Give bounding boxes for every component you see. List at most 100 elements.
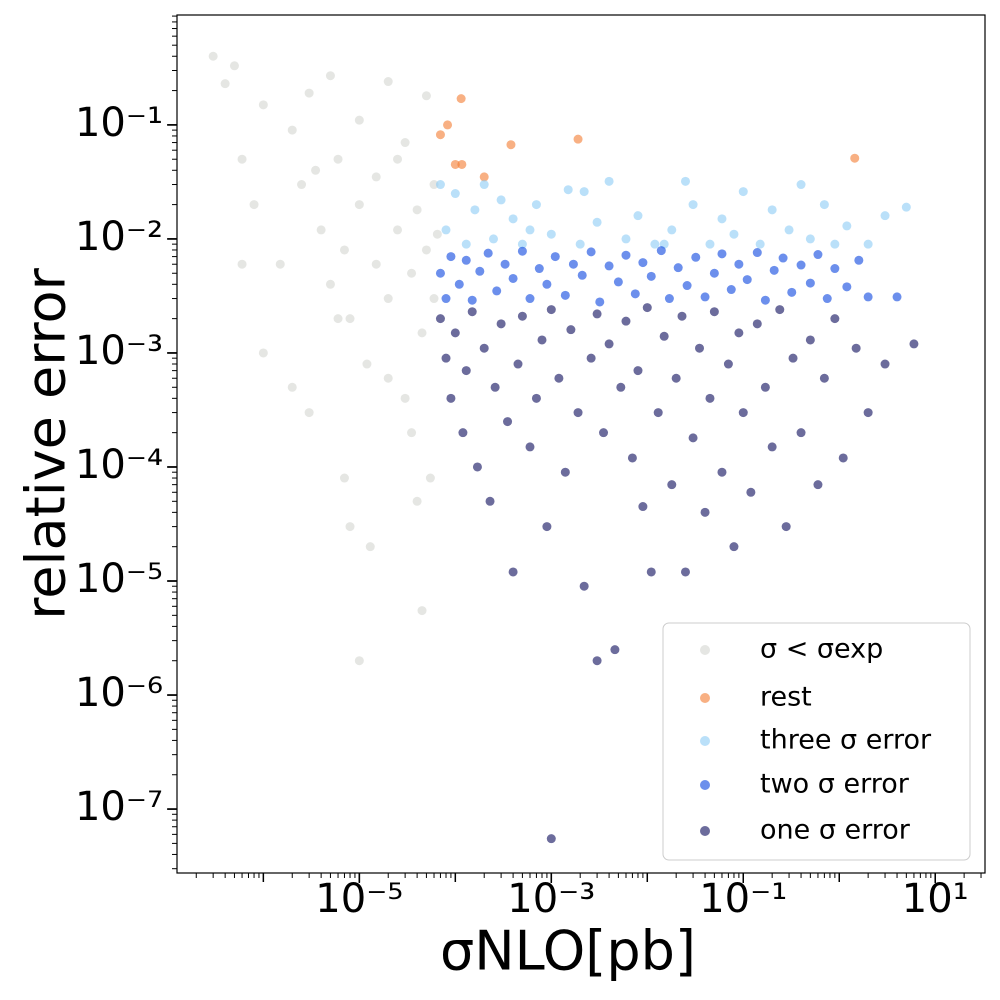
point — [579, 581, 589, 591]
point — [362, 359, 372, 369]
legend-marker — [700, 780, 710, 790]
point — [304, 408, 314, 418]
point — [407, 428, 417, 438]
point — [563, 185, 573, 195]
point — [901, 202, 911, 212]
point — [249, 200, 259, 210]
x-tick-label: 10⁻³ — [507, 876, 595, 922]
point — [354, 200, 364, 210]
point — [680, 176, 690, 186]
point — [393, 154, 403, 164]
point — [664, 294, 674, 304]
plot-frame — [176, 14, 986, 874]
point — [407, 268, 417, 278]
point — [769, 265, 779, 275]
point — [441, 353, 451, 363]
point — [830, 239, 840, 249]
point — [325, 279, 335, 289]
point — [688, 200, 698, 210]
point — [393, 225, 403, 235]
point — [677, 311, 687, 321]
point — [667, 225, 677, 235]
point — [566, 325, 576, 335]
point — [483, 248, 493, 258]
point — [400, 393, 410, 403]
point — [667, 480, 677, 490]
point — [517, 311, 527, 321]
point — [513, 359, 523, 369]
point — [705, 239, 715, 249]
point — [796, 260, 806, 270]
point — [457, 159, 467, 169]
point — [446, 252, 456, 262]
point — [537, 335, 547, 345]
point — [503, 417, 513, 427]
point — [805, 278, 815, 288]
point — [456, 94, 466, 104]
point — [760, 382, 770, 392]
point — [542, 522, 552, 532]
point — [738, 408, 748, 418]
point — [435, 314, 445, 324]
point — [461, 255, 471, 265]
legend-label: rest — [760, 682, 812, 713]
point — [592, 309, 602, 319]
point — [383, 373, 393, 383]
point — [646, 567, 656, 577]
x-tick-label: 10¹ — [902, 876, 969, 922]
point — [638, 258, 648, 268]
point — [717, 467, 727, 477]
point — [470, 205, 480, 215]
point — [429, 180, 439, 190]
point — [383, 294, 393, 304]
point — [461, 239, 471, 249]
point — [461, 366, 471, 376]
point — [688, 433, 698, 443]
point — [550, 252, 560, 262]
point — [429, 294, 439, 304]
point — [517, 246, 527, 256]
point — [892, 292, 902, 302]
point — [755, 239, 765, 249]
point — [642, 303, 652, 313]
point — [850, 153, 860, 163]
point — [705, 393, 715, 403]
point — [560, 467, 570, 477]
point — [691, 252, 701, 262]
point — [854, 255, 864, 265]
point — [542, 279, 552, 289]
point — [653, 408, 663, 418]
point — [805, 335, 815, 345]
point — [485, 496, 495, 506]
point — [880, 211, 890, 221]
point — [787, 287, 797, 297]
point — [506, 140, 516, 150]
point — [775, 305, 785, 315]
point — [621, 234, 631, 244]
point — [371, 259, 381, 269]
point — [760, 295, 770, 305]
point — [842, 282, 852, 292]
point — [479, 180, 489, 190]
point — [863, 239, 873, 249]
y-tick-label: 10⁻⁶ — [75, 670, 163, 716]
point — [472, 462, 482, 472]
point — [546, 834, 556, 844]
point — [496, 195, 506, 205]
point — [354, 656, 364, 666]
point — [412, 205, 422, 215]
point — [287, 382, 297, 392]
point — [531, 393, 541, 403]
point — [682, 281, 692, 291]
point — [316, 225, 326, 235]
point — [586, 247, 596, 257]
legend-label: σ < σexp — [760, 634, 883, 665]
point — [650, 239, 660, 249]
point — [575, 239, 585, 249]
legend-label: two σ error — [760, 769, 910, 800]
point — [554, 373, 564, 383]
point — [784, 225, 794, 235]
point — [880, 359, 890, 369]
y-tick-label: 10⁻¹ — [75, 100, 163, 146]
